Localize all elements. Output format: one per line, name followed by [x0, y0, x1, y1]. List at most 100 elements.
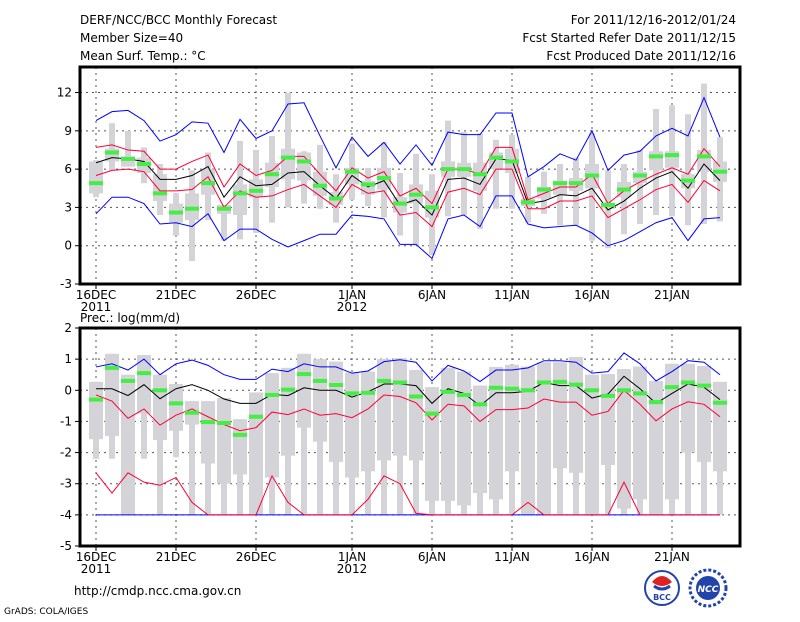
y-tick-label: 6: [64, 162, 72, 176]
obs-marker: [649, 400, 663, 405]
quartile-box: [217, 398, 231, 484]
obs-marker: [585, 173, 599, 178]
quartile-box: [585, 374, 599, 515]
obs-marker: [681, 178, 695, 183]
x-tick-label: 26DEC: [236, 550, 276, 564]
obs-marker: [313, 378, 327, 383]
obs-marker: [121, 378, 135, 383]
quartile-box: [681, 363, 695, 453]
quartile-box: [153, 174, 167, 202]
bcc-logo: BCC: [644, 570, 680, 606]
range-bar: [301, 353, 307, 515]
obs-marker: [329, 382, 343, 387]
obs-marker: [121, 156, 135, 161]
y-tick-label: 0: [64, 239, 72, 253]
obs-marker: [409, 192, 423, 197]
quartile-box: [553, 362, 567, 469]
obs-marker: [633, 173, 647, 178]
obs-marker: [313, 183, 327, 188]
header-produced: Fcst Produced Date 2011/12/16: [546, 49, 736, 63]
obs-marker: [329, 196, 343, 201]
obs-marker: [505, 159, 519, 164]
quartile-box: [393, 358, 407, 456]
obs-marker: [153, 191, 167, 196]
obs-marker: [553, 379, 567, 384]
obs-marker: [201, 181, 215, 186]
obs-marker: [377, 378, 391, 383]
obs-marker: [521, 388, 535, 393]
obs-marker: [393, 201, 407, 206]
x-tick-label: 6JAN: [418, 288, 446, 302]
x-tick-label: 26DEC: [236, 288, 276, 302]
obs-marker: [409, 394, 423, 399]
obs-marker: [393, 380, 407, 385]
quartile-box: [473, 385, 487, 494]
obs-marker: [441, 389, 455, 394]
quartile-box: [537, 362, 551, 515]
quartile-box: [489, 366, 503, 500]
obs-marker: [601, 393, 615, 398]
obs-marker: [617, 187, 631, 192]
quartile-box: [473, 162, 487, 191]
quartile-box: [249, 392, 263, 515]
obs-marker: [665, 385, 679, 390]
obs-marker: [169, 210, 183, 215]
quartile-box: [121, 156, 135, 167]
obs-marker: [537, 187, 551, 192]
series-mean-sd: [95, 144, 721, 205]
obs-marker: [249, 188, 263, 193]
quartile-box: [521, 366, 535, 515]
obs-marker: [185, 410, 199, 415]
x-tick-label: 6JAN: [418, 550, 446, 564]
range-bar: [157, 374, 163, 515]
obs-marker: [697, 383, 711, 388]
quartile-box: [105, 353, 119, 437]
quartile-box: [233, 184, 247, 216]
obs-marker: [89, 397, 103, 402]
obs-marker: [473, 172, 487, 177]
range-bar: [189, 401, 195, 515]
quartile-box: [121, 374, 135, 515]
x-tick-label: 1JAN: [338, 550, 366, 564]
x-tick-label: 11JAN: [494, 288, 530, 302]
quartile-box: [345, 372, 359, 478]
range-bar: [621, 164, 627, 235]
obs-marker: [265, 392, 279, 397]
x-tick-label: 16DEC: [76, 550, 116, 564]
obs-marker: [201, 420, 215, 425]
y-tick-label: 3: [64, 200, 72, 214]
obs-marker: [233, 432, 247, 437]
quartile-box: [569, 356, 583, 473]
range-bar: [109, 123, 115, 171]
svg-text:BCC: BCC: [653, 593, 671, 602]
quartile-box: [649, 380, 663, 515]
x-tick-label: 21JAN: [654, 550, 690, 564]
obs-marker: [281, 387, 295, 392]
ncc-logo: NCC: [688, 568, 728, 608]
obs-marker: [169, 401, 183, 406]
quartile-box: [265, 373, 279, 478]
quartile-box: [409, 370, 423, 461]
obs-marker: [281, 155, 295, 160]
range-bar: [685, 114, 691, 226]
obs-marker: [489, 155, 503, 160]
obs-marker: [425, 205, 439, 210]
quartile-box: [89, 161, 103, 194]
obs-marker: [697, 154, 711, 159]
quartile-box: [281, 148, 295, 180]
obs-marker: [713, 400, 727, 405]
series-ensemble-max: [95, 352, 721, 383]
quartile-box: [233, 419, 247, 475]
quartile-box: [441, 367, 455, 501]
header-period: For 2011/12/16-2012/01/24: [571, 13, 736, 27]
y-tick-label: 0: [64, 383, 72, 397]
quartile-box: [313, 359, 327, 442]
footer-url: http://cmdp.ncc.cma.gov.cn: [74, 584, 241, 598]
quartile-box: [665, 363, 679, 500]
obs-marker: [537, 380, 551, 385]
quartile-box: [649, 151, 663, 171]
y-tick-label: 12: [57, 86, 72, 100]
x-tick-sublabel: 2011: [81, 300, 112, 314]
